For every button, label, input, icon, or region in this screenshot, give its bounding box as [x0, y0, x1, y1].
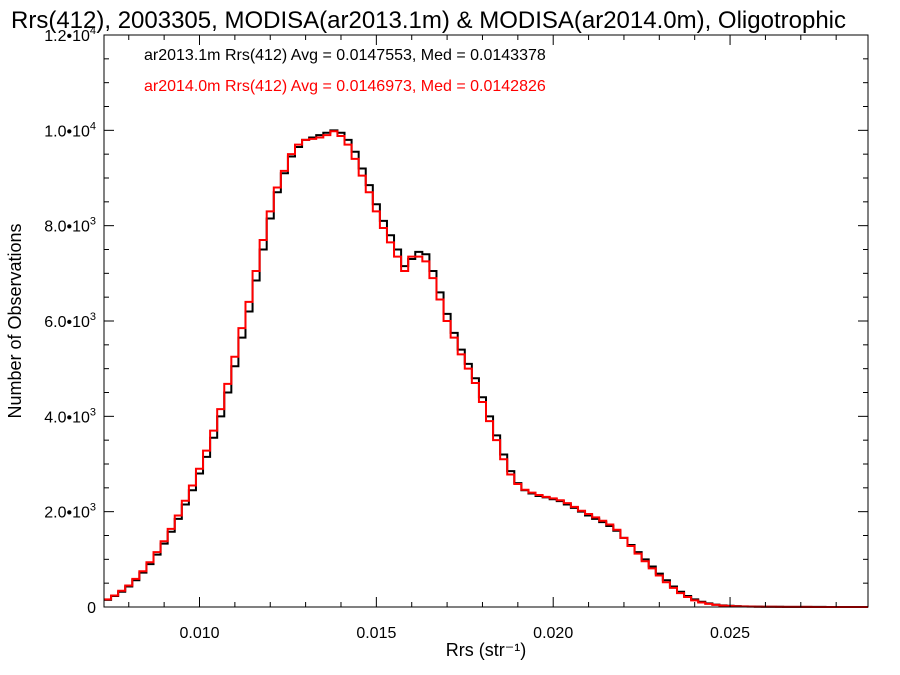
x-tick-label: 0.020 — [533, 625, 573, 642]
y-tick-label: 1.2•104 — [44, 25, 96, 45]
y-tick-label: 2.0•103 — [44, 502, 96, 522]
x-tick-label: 0.015 — [356, 625, 396, 642]
x-axis: 0.010 0.015 0.020 0.025 — [128, 35, 837, 642]
y-tick-label: 1.0•104 — [44, 120, 96, 140]
chart-title: Rrs(412), 2003305, MODISA(ar2013.1m) & M… — [11, 7, 846, 34]
series-line-1 — [104, 130, 868, 608]
legend-entry-ar2014: ar2014.0m Rrs(412) Avg = 0.0146973, Med … — [144, 78, 546, 95]
y-axis-label: Number of Observations — [5, 223, 25, 418]
x-axis-label: Rrs (str⁻¹) — [446, 640, 526, 660]
plot-area — [104, 129, 868, 608]
x-tick-label: 0.025 — [710, 625, 750, 642]
y-tick-label: 8.0•103 — [44, 216, 96, 236]
plot-frame — [103, 34, 869, 608]
legend-entry-ar2013: ar2013.1m Rrs(412) Avg = 0.0147553, Med … — [144, 47, 546, 64]
y-tick-label: 6.0•103 — [44, 311, 96, 331]
x-tick-label: 0.010 — [179, 625, 219, 642]
y-axis: 0 2.0•103 4.0•103 6.0•103 8.0•103 1.0•104 1.2•… — [44, 25, 868, 617]
y-tick-label: 4.0•103 — [44, 406, 96, 426]
y-tick-label: 0 — [87, 600, 96, 617]
series-line-0 — [104, 129, 868, 608]
series-layer — [104, 129, 868, 608]
